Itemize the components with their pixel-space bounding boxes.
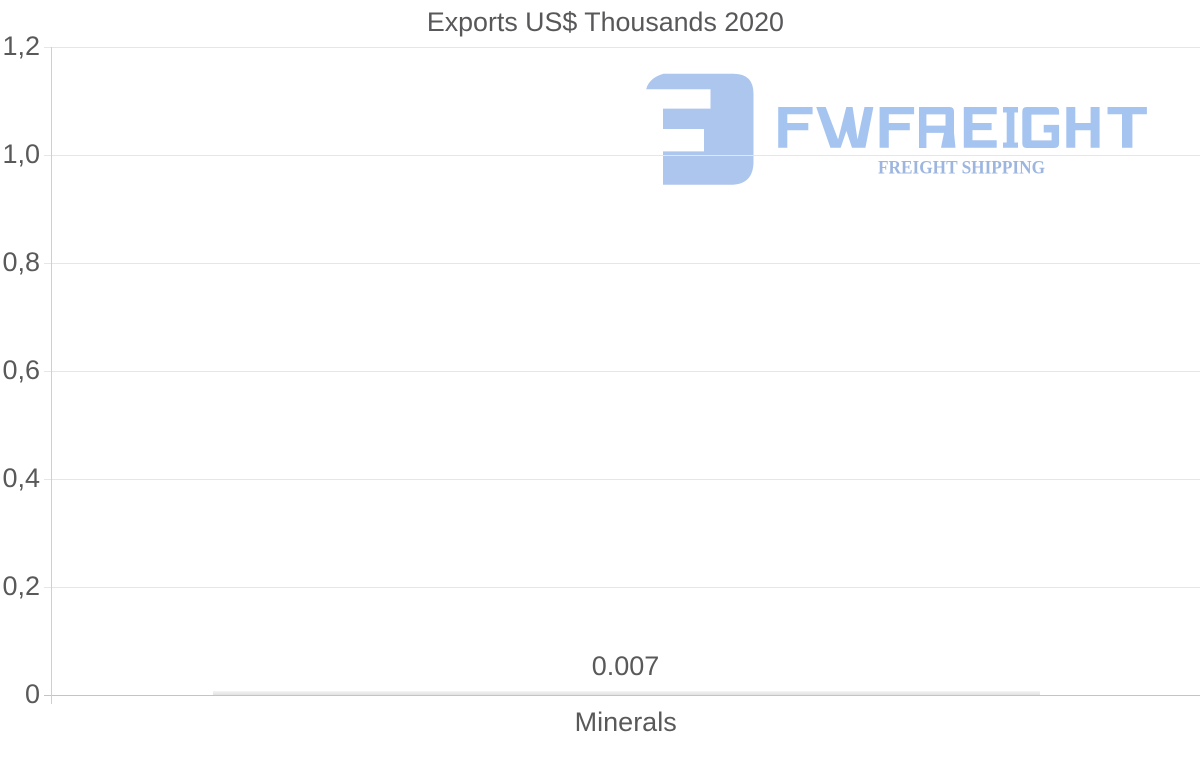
svg-text:FREIGHT SHIPPING: FREIGHT SHIPPING [878, 158, 1045, 179]
